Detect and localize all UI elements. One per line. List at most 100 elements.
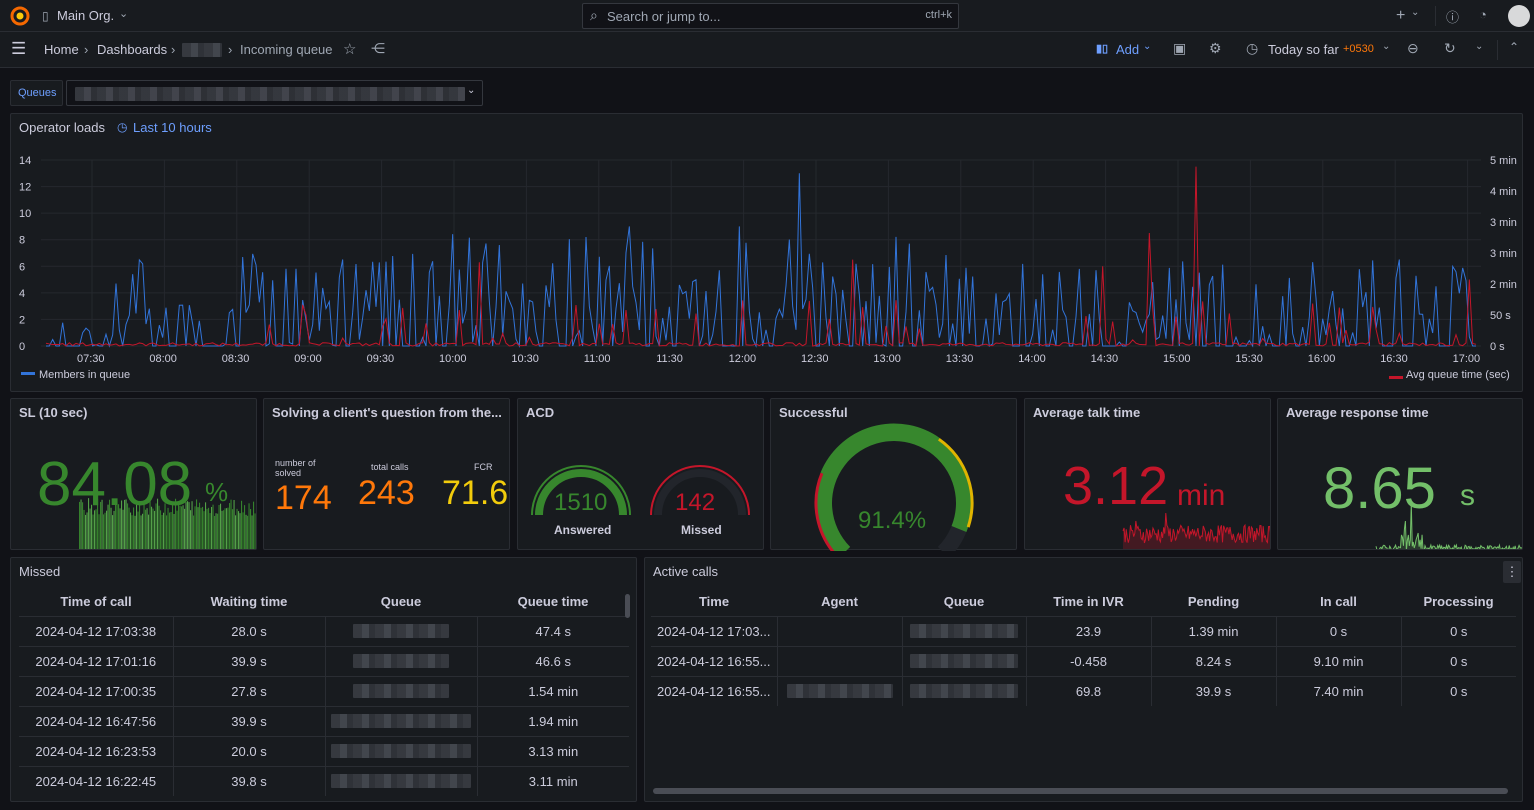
save-icon[interactable]: ▣ bbox=[1173, 40, 1187, 56]
column-header[interactable]: Time of call bbox=[60, 594, 132, 610]
x-tick-label: 10:30 bbox=[511, 353, 539, 365]
avatar[interactable] bbox=[1508, 5, 1530, 27]
sl-spark-bar bbox=[178, 501, 180, 549]
help-icon[interactable]: ⓘ bbox=[1446, 10, 1460, 25]
sl-spark-bar bbox=[232, 509, 234, 549]
x-tick-label: 12:00 bbox=[729, 353, 757, 365]
sl-spark-bar bbox=[205, 502, 207, 549]
panel-title[interactable]: Solving a client's question from the... bbox=[272, 405, 502, 420]
table-row[interactable]: 2024-04-12 16:23:53 20.0 s 3.13 min bbox=[19, 735, 629, 766]
panel-title[interactable]: ACD bbox=[526, 405, 555, 420]
talk-spark-line bbox=[1122, 512, 1270, 544]
sl-spark-bar bbox=[245, 514, 247, 549]
column-header[interactable]: Pending bbox=[1187, 594, 1240, 610]
x-tick-label: 11:30 bbox=[656, 353, 683, 365]
column-header[interactable]: Agent bbox=[821, 594, 858, 610]
search-input[interactable]: Search or jump to... bbox=[607, 9, 721, 24]
refresh-icon[interactable]: ↻ bbox=[1444, 40, 1456, 56]
sl-spark-bar bbox=[188, 502, 190, 549]
column-header[interactable]: Queue bbox=[380, 594, 422, 610]
queue-time-cell: 1.94 min bbox=[477, 705, 629, 736]
legend-avg[interactable]: Avg queue time (sec) bbox=[1406, 369, 1510, 381]
star-icon[interactable]: ☆ bbox=[343, 41, 357, 58]
chevron-right-icon: › bbox=[228, 42, 233, 57]
panel-title[interactable]: Average talk time bbox=[1033, 405, 1141, 420]
queues-select[interactable]: ⌄ bbox=[66, 80, 483, 106]
response-spark-line bbox=[1375, 502, 1522, 549]
sl-spark-bar bbox=[256, 505, 257, 550]
table-row[interactable]: 2024-04-12 16:55... -0.458 8.24 s 9.10 min 0… bbox=[651, 645, 1516, 676]
chevron-right-icon: › bbox=[84, 42, 89, 57]
table-row[interactable]: 2024-04-12 16:22:45 39.8 s 3.11 min bbox=[19, 765, 629, 796]
column-header[interactable]: Time bbox=[698, 594, 730, 610]
news-icon[interactable]: ◔ bbox=[1479, 7, 1487, 22]
sl-spark-bar bbox=[202, 506, 204, 549]
panel-menu-icon[interactable]: ⋮ bbox=[1503, 561, 1521, 583]
table-row[interactable]: 2024-04-12 17:01:16 39.9 s 46.6 s bbox=[19, 645, 629, 676]
add-button[interactable]: Add bbox=[1116, 42, 1140, 57]
search-bar[interactable]: ⌕ Search or jump to... ctrl+k bbox=[582, 3, 959, 29]
sl-spark-bar bbox=[238, 511, 240, 549]
panel-title[interactable]: Active calls bbox=[653, 564, 719, 579]
column-header[interactable]: In call bbox=[1320, 594, 1357, 610]
time-in-ivr-cell: -0.458 bbox=[1026, 645, 1152, 676]
breadcrumb-dashboards[interactable]: Dashboards bbox=[97, 42, 168, 57]
column-header[interactable]: Time in IVR bbox=[1053, 594, 1124, 610]
sl-spark-bar bbox=[242, 512, 244, 549]
scrollbar[interactable] bbox=[625, 594, 630, 618]
grafana-logo-icon[interactable] bbox=[10, 6, 30, 26]
breadcrumb-folder[interactable] bbox=[182, 43, 222, 57]
column-header[interactable]: Queue time bbox=[517, 594, 589, 610]
sl-spark-bar bbox=[145, 509, 147, 549]
gear-icon[interactable]: ⚙ bbox=[1209, 40, 1222, 56]
breadcrumb-home[interactable]: Home bbox=[44, 42, 79, 57]
horizontal-scrollbar[interactable] bbox=[653, 788, 1508, 794]
panel-title[interactable]: Successful bbox=[779, 405, 848, 420]
talk-unit: min bbox=[1177, 479, 1226, 512]
sl-spark-bar bbox=[100, 501, 102, 549]
sl-spark-bar bbox=[236, 508, 238, 549]
operator-loads-chart[interactable]: 14 12 10 8 6 4 2 0 5 min 4 min 3 min 3 min 2 min 50 s… bbox=[11, 114, 1524, 393]
successful-value: 91.4% bbox=[858, 507, 927, 534]
sl-spark-bar bbox=[83, 509, 85, 549]
plus-icon[interactable]: + bbox=[1396, 7, 1406, 24]
chevron-down-icon[interactable]: ⌄ bbox=[1411, 7, 1420, 18]
y2-tick-label: 4 min bbox=[1490, 186, 1517, 198]
total-calls-label: total calls bbox=[371, 462, 409, 472]
org-switcher[interactable]: Main Org. bbox=[57, 8, 115, 23]
chevron-up-icon[interactable]: ⌃ bbox=[1509, 40, 1520, 54]
y2-tick-label: 2 min bbox=[1490, 279, 1517, 291]
zoom-out-icon[interactable]: ⊖ bbox=[1407, 40, 1419, 56]
panel-title[interactable]: SL (10 sec) bbox=[19, 405, 88, 420]
sl-spark-bar bbox=[86, 512, 88, 549]
column-header[interactable]: Processing bbox=[1423, 594, 1494, 610]
share-icon[interactable]: ⋲ bbox=[371, 40, 385, 56]
column-header[interactable]: Queue bbox=[943, 594, 985, 610]
time-range-picker[interactable]: Today so far bbox=[1268, 42, 1339, 57]
sl-spark-bar bbox=[191, 501, 193, 549]
table-row[interactable]: 2024-04-12 17:00:35 27.8 s 1.54 min bbox=[19, 675, 629, 706]
chevron-down-icon[interactable]: ⌄ bbox=[1143, 41, 1152, 52]
sl-spark-bar bbox=[239, 513, 241, 549]
sl-spark-bar bbox=[155, 503, 157, 549]
chevron-down-icon[interactable]: ⌄ bbox=[467, 85, 476, 96]
chevron-down-icon[interactable]: ⌄ bbox=[1475, 41, 1484, 52]
sl-spark-bar bbox=[172, 503, 174, 549]
menu-icon[interactable]: ☰ bbox=[11, 39, 27, 58]
table-row[interactable]: 2024-04-12 16:47:56 39.9 s 1.94 min bbox=[19, 705, 629, 736]
sl-spark-bar bbox=[220, 503, 222, 549]
column-header[interactable]: Waiting time bbox=[210, 594, 288, 610]
table-row[interactable]: 2024-04-12 16:55... 69.8 39.9 s 7.40 min 0 s bbox=[651, 675, 1516, 706]
table-row[interactable]: 2024-04-12 17:03:38 28.0 s 47.4 s bbox=[19, 615, 629, 646]
sl-spark-bar bbox=[190, 510, 192, 549]
waiting-time-cell: 39.9 s bbox=[173, 705, 326, 736]
chevron-down-icon[interactable]: ⌄ bbox=[1382, 41, 1391, 52]
legend-members[interactable]: Members in queue bbox=[39, 369, 131, 381]
clock-icon[interactable]: ◷ bbox=[1246, 40, 1259, 56]
y-tick-label: 10 bbox=[19, 208, 31, 220]
panel-title[interactable]: Operator loads bbox=[19, 120, 105, 135]
panel-title[interactable]: Missed bbox=[19, 564, 61, 579]
chevron-down-icon[interactable]: ⌄ bbox=[119, 8, 129, 20]
panel-title[interactable]: Average response time bbox=[1286, 405, 1429, 420]
